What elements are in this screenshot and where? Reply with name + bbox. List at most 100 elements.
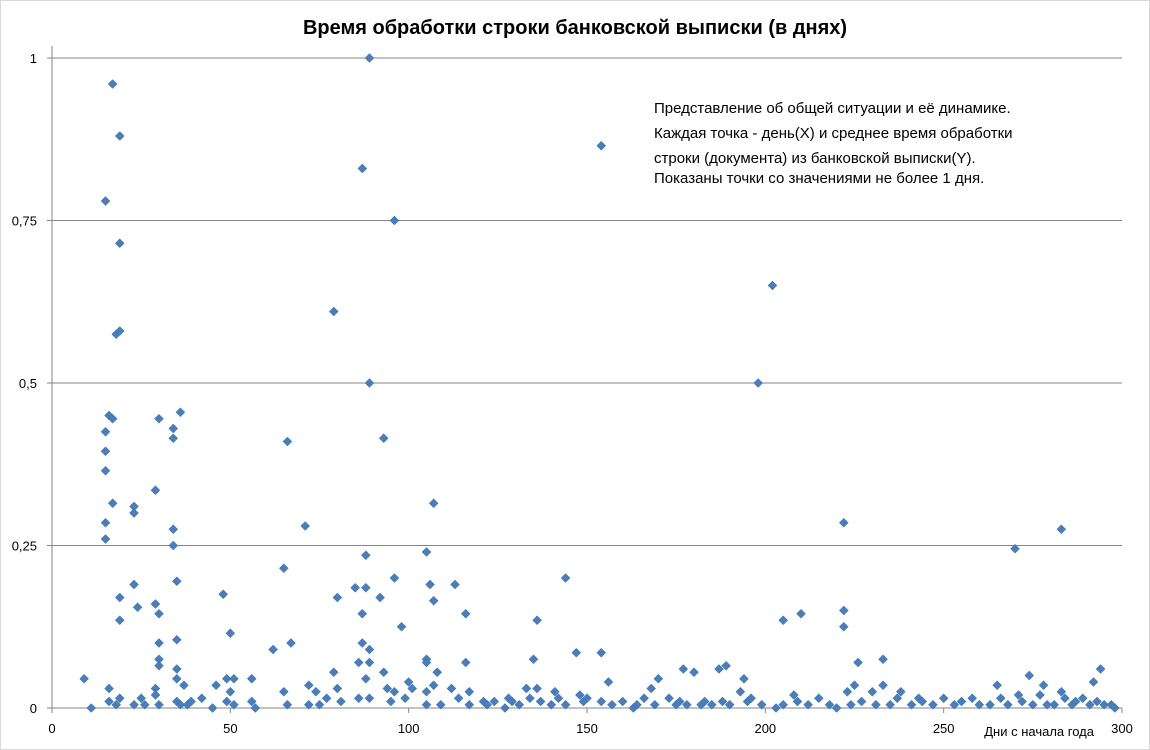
data-point	[1070, 696, 1081, 707]
data-point	[353, 693, 364, 704]
data-point	[171, 673, 182, 684]
data-point	[1110, 703, 1120, 713]
data-point	[639, 693, 649, 704]
data-point	[974, 699, 985, 710]
data-point	[553, 693, 564, 704]
data-point	[364, 693, 375, 704]
data-point	[111, 699, 122, 710]
data-point	[221, 673, 232, 684]
data-point	[407, 683, 418, 694]
data-point	[357, 163, 368, 174]
data-point	[179, 680, 189, 691]
data-point	[357, 638, 368, 648]
data-point	[168, 524, 179, 535]
data-point	[871, 699, 881, 710]
y-tick-label: 0,5	[19, 376, 37, 391]
data-point	[489, 696, 500, 707]
chart-title: Время обработки строки банковской выписк…	[303, 17, 847, 39]
data-point	[100, 534, 111, 544]
data-point	[100, 196, 111, 206]
data-point	[460, 657, 471, 668]
data-point	[382, 683, 393, 694]
data-point	[385, 696, 396, 707]
data-point	[104, 696, 114, 707]
data-point	[282, 436, 293, 447]
data-point	[114, 131, 125, 141]
data-point	[464, 699, 475, 710]
data-point	[582, 693, 592, 704]
data-point	[171, 576, 182, 587]
data-point	[378, 433, 389, 444]
data-point	[336, 696, 346, 707]
data-point	[278, 563, 289, 574]
data-point	[831, 703, 842, 713]
data-point	[86, 703, 97, 713]
data-point	[739, 673, 749, 684]
data-point	[350, 582, 361, 593]
data-point	[250, 703, 261, 713]
data-point	[482, 699, 492, 710]
data-point	[896, 686, 906, 697]
data-point	[1038, 680, 1049, 691]
data-point	[928, 699, 938, 710]
data-point	[949, 699, 960, 710]
data-point	[1024, 670, 1035, 681]
data-point	[303, 699, 314, 710]
data-point	[278, 686, 289, 697]
data-point	[432, 667, 443, 678]
data-point	[139, 699, 150, 710]
data-point	[1010, 543, 1020, 554]
x-tick-label: 200	[754, 721, 776, 736]
data-point	[282, 699, 293, 710]
data-point	[428, 595, 439, 606]
data-point	[717, 696, 728, 707]
data-point	[446, 683, 457, 694]
data-point	[389, 686, 400, 697]
data-point	[364, 657, 375, 668]
data-point	[361, 582, 371, 593]
data-point	[838, 621, 849, 632]
annotation-line: Представление об общей ситуации и её дин…	[654, 100, 1011, 117]
data-point	[107, 79, 118, 89]
data-point	[114, 326, 125, 336]
data-point	[603, 677, 614, 687]
data-point	[421, 686, 432, 697]
data-point	[724, 699, 735, 710]
data-point	[778, 699, 789, 710]
data-point	[229, 699, 239, 710]
data-point	[361, 673, 371, 684]
data-point	[856, 696, 867, 707]
data-point	[689, 667, 699, 678]
data-point	[992, 680, 1003, 691]
x-tick-label: 50	[223, 721, 237, 736]
data-point	[100, 426, 111, 437]
data-point	[1056, 524, 1067, 535]
y-tick-label: 1	[30, 51, 37, 66]
data-point	[425, 579, 435, 590]
data-point	[596, 696, 607, 707]
annotation-line: строки (документа) из банковской выписки…	[654, 150, 976, 167]
data-point	[721, 660, 731, 671]
data-point	[778, 615, 789, 626]
data-point	[664, 693, 674, 704]
data-point	[400, 693, 410, 704]
data-point	[107, 413, 118, 424]
data-point	[129, 699, 139, 710]
data-point	[938, 693, 949, 704]
data-point	[389, 215, 400, 226]
data-point	[678, 664, 689, 674]
data-point	[842, 686, 853, 697]
data-point	[175, 699, 186, 710]
data-point	[714, 664, 724, 674]
data-point	[985, 699, 995, 710]
data-point	[129, 579, 139, 590]
data-point	[824, 699, 835, 710]
y-tick-label: 0,75	[12, 214, 37, 229]
x-tick-label: 250	[933, 721, 955, 736]
data-point	[150, 690, 161, 700]
data-point	[1017, 696, 1027, 707]
data-point	[154, 638, 164, 648]
data-point	[332, 592, 343, 603]
data-point	[767, 280, 778, 291]
